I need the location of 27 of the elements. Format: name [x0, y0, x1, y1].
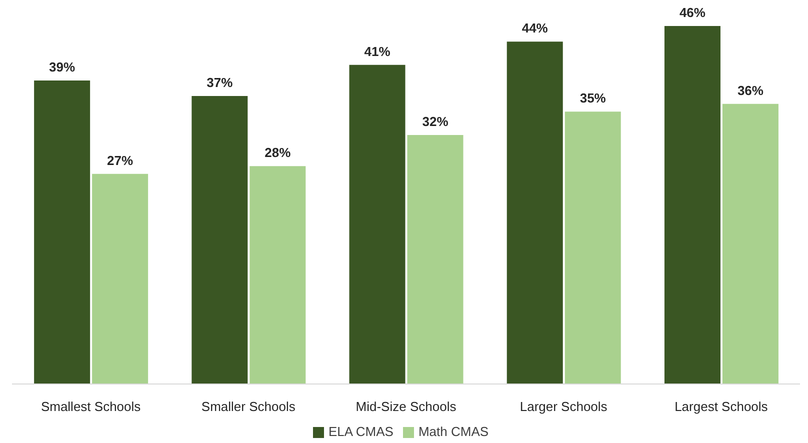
- data-label: 41%: [364, 44, 391, 59]
- bar: [564, 112, 621, 384]
- x-tick-label: Smallest Schools: [40, 399, 142, 414]
- x-tick-label: Mid-Size Schools: [356, 399, 457, 414]
- bar: [349, 64, 406, 384]
- data-label: 46%: [679, 5, 706, 20]
- bar: [250, 166, 306, 384]
- x-tick-label: Smaller Schools: [201, 399, 296, 414]
- x-tick-label: Larger Schools: [520, 399, 608, 414]
- legend-label: ELA CMAS: [328, 424, 394, 439]
- bar: [506, 42, 563, 384]
- bar: [664, 26, 720, 384]
- bar: [92, 174, 148, 384]
- bar: [722, 104, 778, 384]
- legend-label: Math CMAS: [418, 424, 489, 439]
- data-label: 39%: [49, 59, 76, 74]
- data-label: 32%: [422, 114, 449, 129]
- x-tick-label: Largest Schools: [674, 399, 768, 414]
- bar: [192, 96, 248, 384]
- data-label: 44%: [522, 20, 548, 36]
- data-label: 37%: [206, 75, 234, 90]
- data-label: 28%: [264, 145, 292, 160]
- data-label: 35%: [580, 90, 606, 106]
- data-label: 27%: [107, 152, 134, 168]
- data-label: 36%: [737, 82, 764, 98]
- bar: [407, 134, 464, 384]
- bar: [34, 80, 90, 384]
